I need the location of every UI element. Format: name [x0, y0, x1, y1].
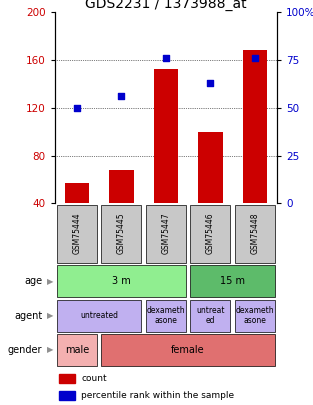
Bar — [57, 300, 141, 332]
Point — [74, 104, 80, 111]
Bar — [59, 374, 75, 384]
Text: dexameth
asone: dexameth asone — [235, 306, 274, 325]
Text: female: female — [171, 345, 205, 355]
Bar — [190, 205, 230, 263]
Text: GSM75446: GSM75446 — [206, 213, 215, 254]
Bar — [59, 391, 75, 401]
Text: GSM75447: GSM75447 — [162, 213, 170, 254]
Bar — [243, 50, 267, 203]
Text: ▶: ▶ — [47, 345, 53, 354]
Bar — [57, 205, 97, 263]
Text: gender: gender — [8, 345, 42, 355]
Point — [208, 80, 213, 86]
Bar — [190, 300, 230, 332]
Bar — [235, 205, 275, 263]
Text: GSM75445: GSM75445 — [117, 213, 126, 254]
Bar — [154, 70, 178, 203]
Bar — [190, 265, 275, 297]
Text: untreat
ed: untreat ed — [196, 306, 225, 325]
Point — [119, 93, 124, 100]
Text: 15 m: 15 m — [220, 276, 245, 286]
Bar — [65, 183, 89, 203]
Text: untreated: untreated — [80, 311, 118, 320]
Bar — [198, 132, 223, 203]
Bar — [101, 334, 275, 366]
Text: dexameth
asone: dexameth asone — [146, 306, 185, 325]
Bar — [101, 205, 141, 263]
Title: GDS2231 / 1373988_at: GDS2231 / 1373988_at — [85, 0, 247, 11]
Text: percentile rank within the sample: percentile rank within the sample — [81, 391, 234, 400]
Text: agent: agent — [14, 311, 42, 321]
Text: count: count — [81, 374, 107, 384]
Text: ▶: ▶ — [47, 311, 53, 320]
Text: male: male — [65, 345, 89, 355]
Bar — [235, 300, 275, 332]
Bar — [57, 334, 97, 366]
Text: age: age — [24, 276, 42, 286]
Text: 3 m: 3 m — [112, 276, 131, 286]
Point — [252, 55, 257, 61]
Bar — [109, 170, 134, 203]
Bar — [57, 265, 186, 297]
Point — [163, 55, 168, 61]
Text: ▶: ▶ — [47, 277, 53, 286]
Text: GSM75444: GSM75444 — [73, 213, 81, 254]
Bar — [146, 300, 186, 332]
Text: GSM75448: GSM75448 — [250, 213, 259, 254]
Bar — [146, 205, 186, 263]
